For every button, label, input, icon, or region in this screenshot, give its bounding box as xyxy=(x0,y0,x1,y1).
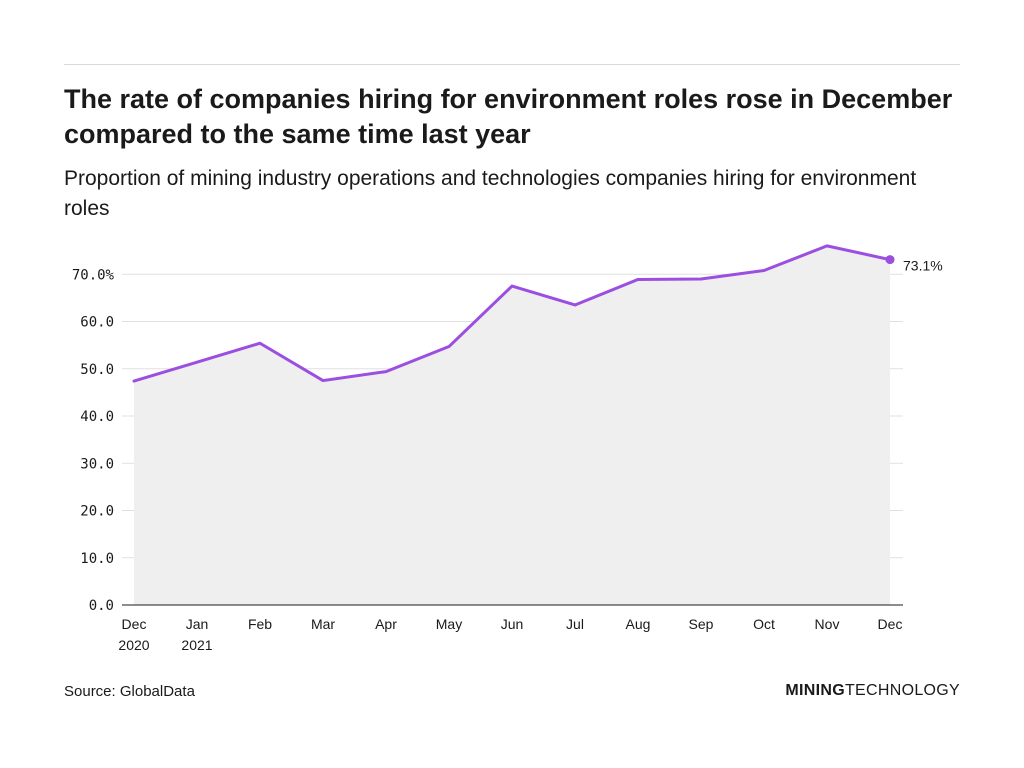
brand-logo: MININGTECHNOLOGY xyxy=(785,682,960,700)
y-tick-label: 40.0 xyxy=(80,409,114,425)
x-tick-label: May xyxy=(436,616,462,632)
y-tick-label: 30.0 xyxy=(80,456,114,472)
area-fill xyxy=(134,245,890,605)
x-tick-label: Nov xyxy=(815,616,840,632)
source-note: Source: GlobalData xyxy=(64,683,195,700)
y-tick-label: 20.0 xyxy=(80,504,114,520)
x-tick-label: Dec xyxy=(878,616,903,632)
brand-regular: TECHNOLOGY xyxy=(844,682,960,699)
end-value-label: 73.1% xyxy=(903,258,943,274)
x-tick-label: 2021 xyxy=(181,637,212,653)
y-tick-label: 0.0 xyxy=(89,598,114,614)
top-rule xyxy=(64,64,960,65)
chart-subtitle: Proportion of mining industry operations… xyxy=(64,167,917,220)
series-line xyxy=(132,244,892,383)
chart-title: The rate of companies hiring for environ… xyxy=(64,84,953,149)
x-tick-label: Jul xyxy=(566,616,584,632)
y-axis-ticks: 0.0 10.0 20.0 30.0 40.0 50.0 60.0 70.0% xyxy=(72,267,115,614)
x-tick-label: Jun xyxy=(501,616,524,632)
y-tick-label: 70.0% xyxy=(72,267,115,283)
y-tick-label: 10.0 xyxy=(80,551,114,567)
x-tick-label: 2020 xyxy=(118,637,149,653)
x-tick-label: Jan xyxy=(186,616,209,632)
x-tick-label: Feb xyxy=(248,616,272,632)
x-tick-label: Apr xyxy=(375,616,397,632)
y-tick-label: 50.0 xyxy=(80,362,114,378)
x-tick-label: Mar xyxy=(311,616,335,632)
x-tick-label: Sep xyxy=(689,616,714,632)
x-axis-ticks: Dec 2020 Jan 2021 Feb Mar Apr May Jun Jul Aug Sep Oc… xyxy=(118,616,902,653)
x-tick-label: Oct xyxy=(753,616,775,632)
brand-bold: MINING xyxy=(785,682,845,699)
x-tick-label: Dec xyxy=(122,616,147,632)
x-tick-label: Aug xyxy=(626,616,651,632)
y-tick-label: 60.0 xyxy=(80,315,114,331)
end-point-marker xyxy=(885,255,895,265)
